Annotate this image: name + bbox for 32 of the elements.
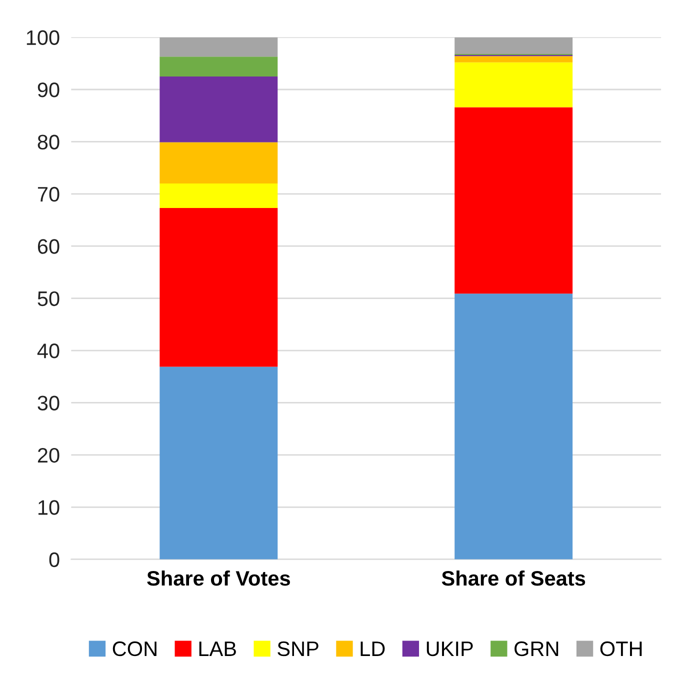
bar [160, 142, 278, 184]
y-tick-label: 40 [37, 344, 60, 358]
legend-label: LAB [199, 642, 236, 656]
legend-label: CON [112, 641, 156, 656]
y-tick-label: 60 [38, 239, 60, 254]
y-tick-label: 30 [38, 396, 60, 410]
legend-label: GRN [514, 641, 558, 656]
y-tick-label: 20 [38, 448, 60, 463]
bar [454, 294, 573, 560]
bar [160, 37, 278, 57]
y-tick-label: 90 [38, 82, 60, 98]
y-tick-label: 10 [38, 500, 60, 515]
legend-label: LD [360, 642, 385, 656]
legend-label: OTH [600, 641, 642, 656]
bar [160, 208, 278, 367]
bar [454, 107, 573, 294]
bar [160, 76, 278, 142]
bar [160, 56, 278, 76]
bar [454, 37, 573, 54]
bar [454, 62, 573, 108]
y-tick-label: 80 [38, 134, 60, 150]
x-tick-label: Share of Seats [442, 570, 586, 586]
bar [160, 366, 278, 560]
bar [160, 183, 278, 208]
y-tick-label: 50 [38, 291, 60, 306]
legend-label: UKIP [426, 642, 473, 656]
bar [454, 56, 573, 62]
legend-label: SNP [278, 641, 318, 656]
x-tick-label: Share of Votes [147, 570, 290, 586]
y-tick-label: 100 [26, 30, 60, 46]
y-tick-label: 70 [38, 186, 60, 202]
y-tick-label: 0 [49, 552, 60, 568]
